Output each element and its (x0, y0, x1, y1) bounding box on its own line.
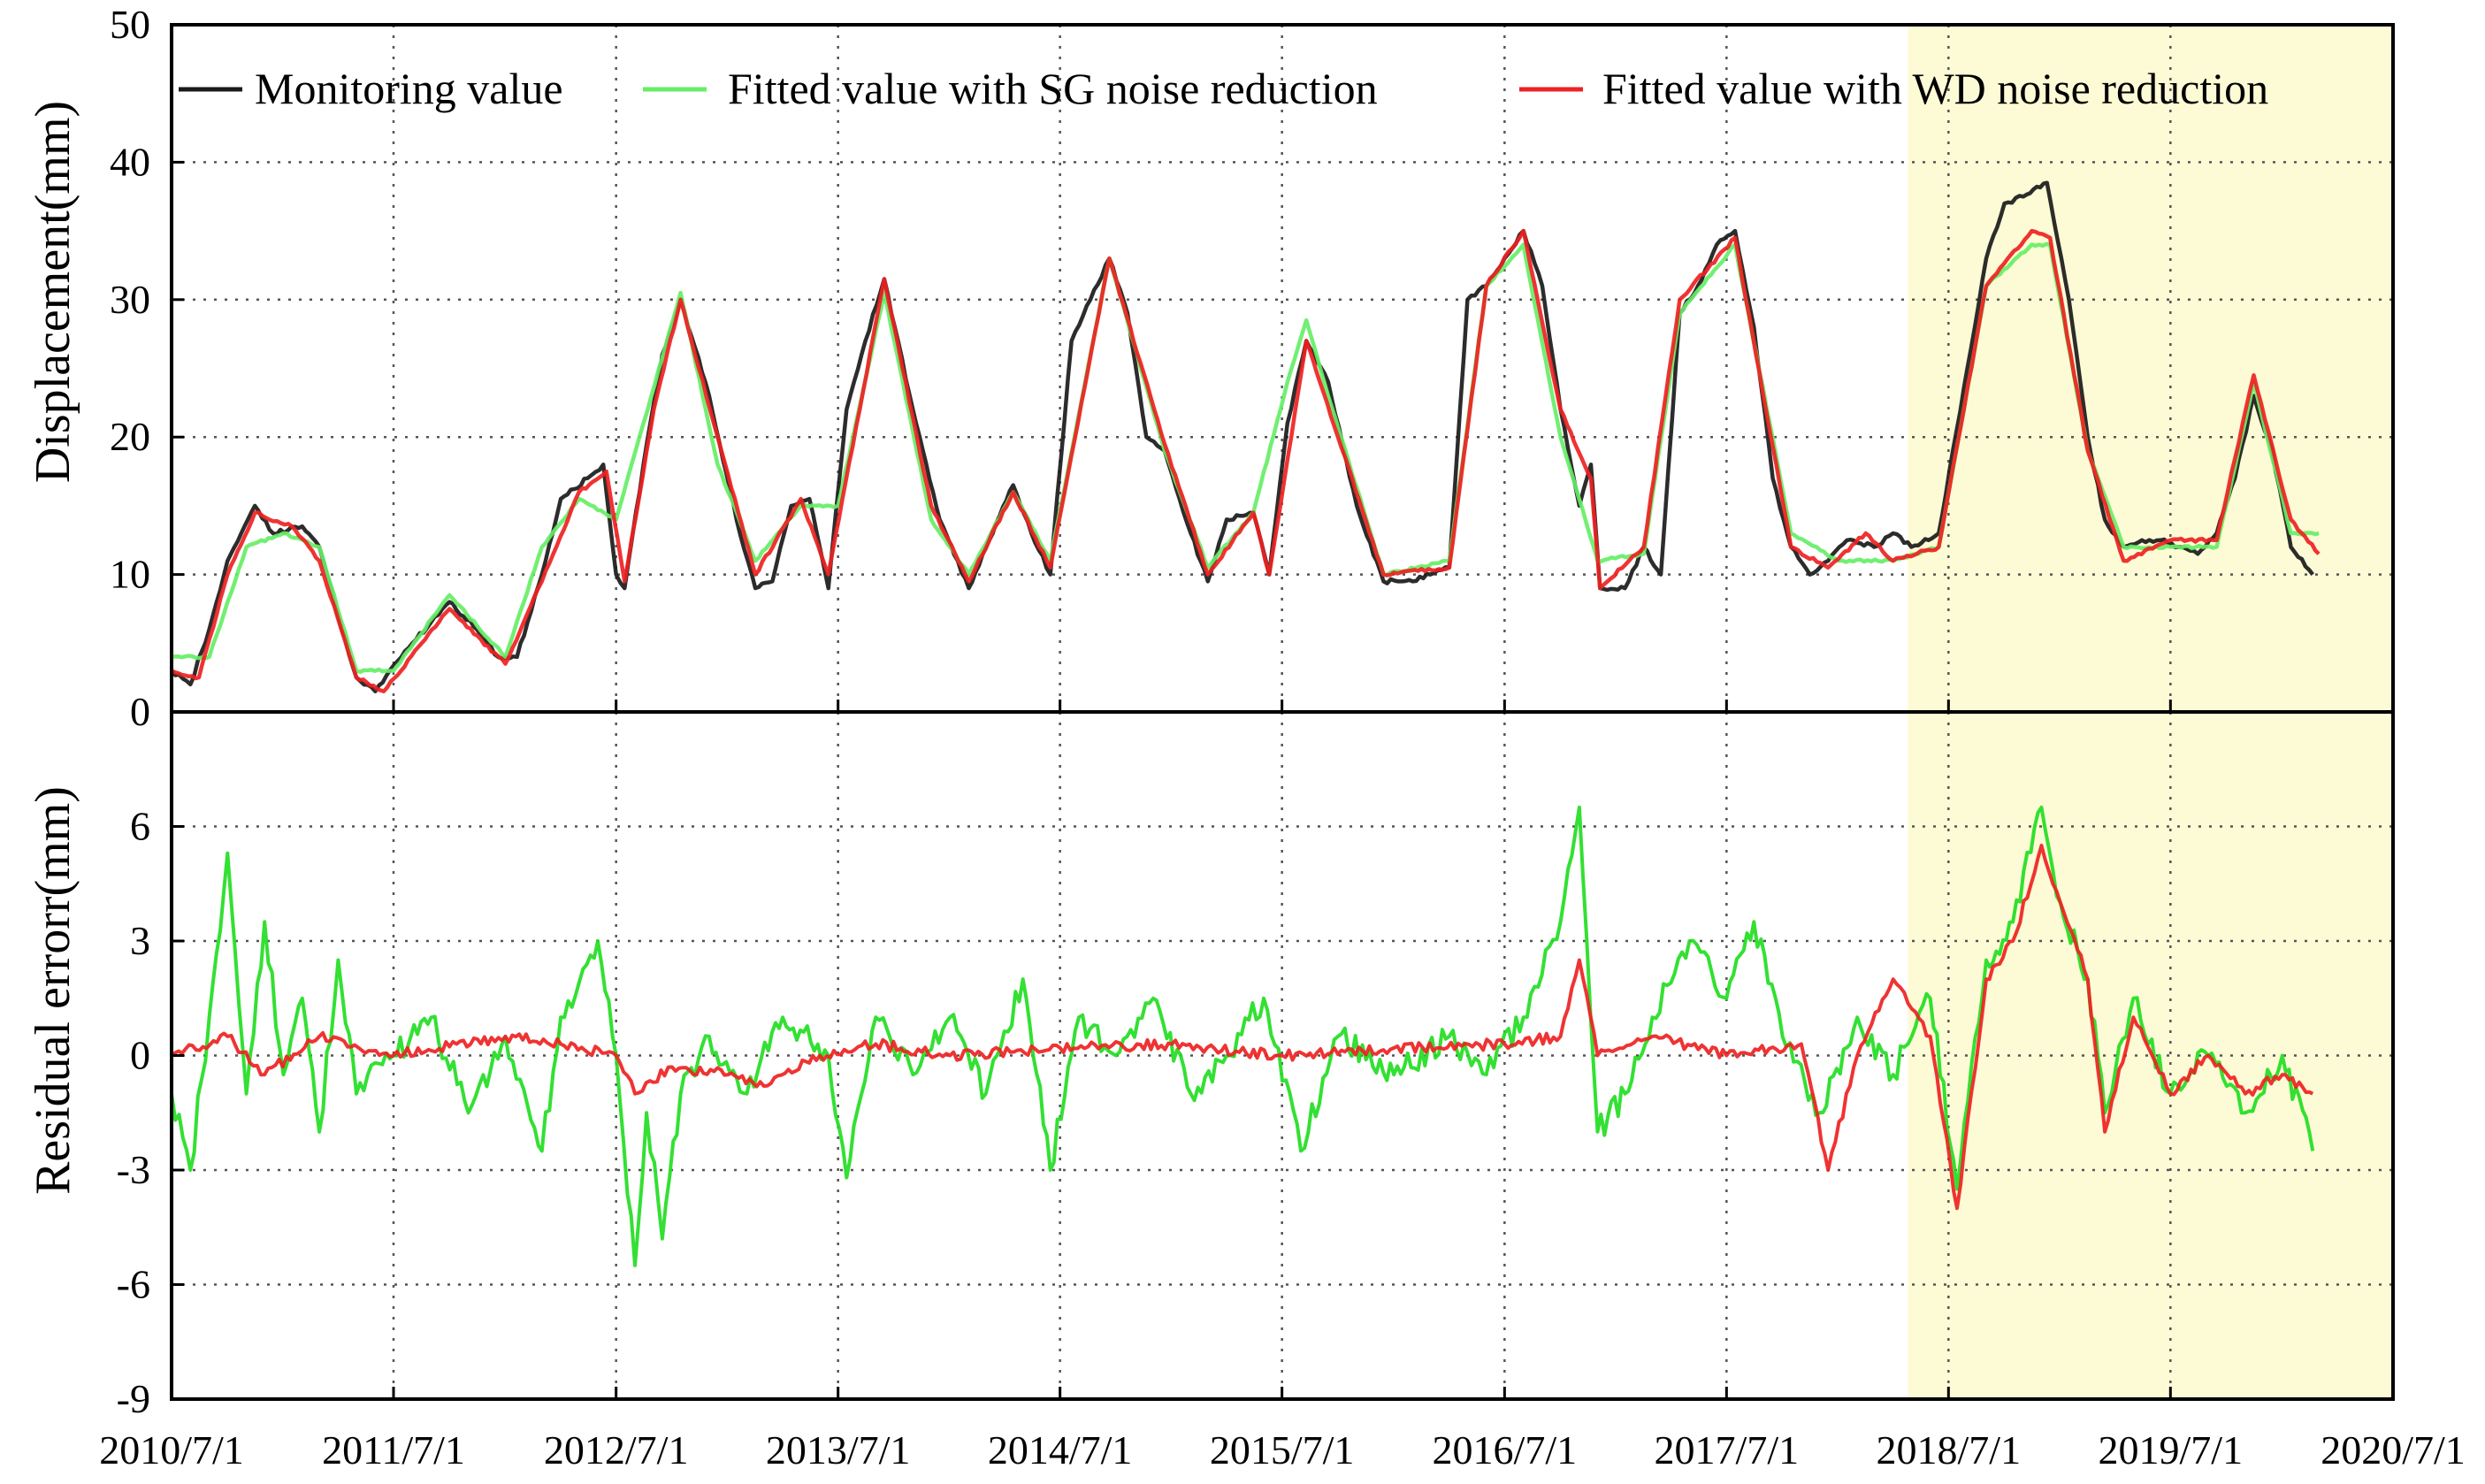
tick-marks (170, 23, 2395, 1401)
forecast-highlight-top (1908, 25, 2393, 712)
bottom-series-lines (170, 805, 2315, 1267)
x-tick-label: 2011/7/1 (322, 1427, 465, 1473)
x-tick-label: 2019/7/1 (2099, 1427, 2244, 1473)
bottom-y-tick-label: -6 (117, 1262, 150, 1307)
top-series-line-1 (170, 180, 2314, 693)
top-y-tick-label: 30 (110, 277, 150, 322)
top-y-tick-label: 20 (110, 414, 150, 459)
x-tick-label: 2010/7/1 (99, 1427, 244, 1473)
x-tick-label: 2017/7/1 (1655, 1427, 1800, 1473)
x-tick-label: 2018/7/1 (1877, 1427, 2022, 1473)
top-y-tick-label: 0 (130, 689, 150, 734)
bottom-y-tick-label: 3 (130, 918, 150, 963)
top-y-tick-label: 10 (110, 552, 150, 597)
x-tick-label: 2014/7/1 (988, 1427, 1133, 1473)
legend-label-sg: Fitted value with SG noise reduction (728, 64, 1378, 113)
top-y-axis-label: Displacement(mm) (26, 101, 80, 483)
x-tick-label: 2012/7/1 (544, 1427, 689, 1473)
bottom-y-tick-label: -3 (117, 1147, 150, 1192)
bottom-series-line-2 (170, 844, 2314, 1211)
bottom-y-axis-label: Residual errorr(mm) (26, 786, 80, 1195)
bottom-series-line-1 (170, 805, 2315, 1267)
x-tick-label: 2016/7/1 (1433, 1427, 1578, 1473)
top-y-tick-label: 50 (110, 2, 150, 47)
tick-labels: 2010/7/1 2011/7/1 2012/7/1 2013/7/1 2014/7/1… (99, 2, 2466, 1473)
top-y-tick-label: 40 (110, 139, 150, 184)
top-series-lines (170, 180, 2321, 693)
legend: Monitoring value Fitted value with SG no… (179, 64, 2268, 113)
bottom-y-tick-label: 6 (130, 804, 150, 849)
top-series-line-3 (171, 228, 2321, 693)
x-tick-label: 2013/7/1 (766, 1427, 911, 1473)
legend-label-wd: Fitted value with WD noise reduction (1602, 64, 2268, 113)
x-tick-label: 2015/7/1 (1210, 1427, 1355, 1473)
bottom-y-tick-label: -9 (117, 1376, 150, 1421)
legend-label-monitoring: Monitoring value (255, 64, 563, 113)
x-tick-label: 2020/7/1 (2321, 1427, 2466, 1473)
bottom-y-tick-label: 0 (130, 1033, 150, 1078)
